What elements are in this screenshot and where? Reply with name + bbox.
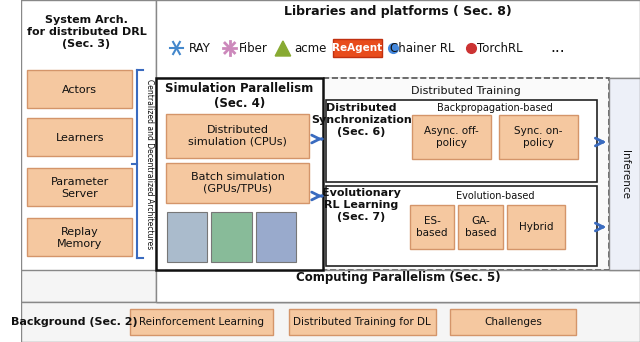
Text: Sync. on-
policy: Sync. on- policy (514, 126, 563, 148)
Text: Evolutionary
RL Learning
(Sec. 7): Evolutionary RL Learning (Sec. 7) (322, 188, 401, 222)
Text: Actors: Actors (62, 85, 97, 95)
Bar (326, 186, 597, 266)
Text: Simulation Parallelism
(Sec. 4): Simulation Parallelism (Sec. 4) (165, 82, 314, 110)
Text: Inference: Inference (620, 149, 630, 198)
Bar (20, 0, 640, 302)
Bar (458, 205, 502, 249)
Text: TorchRL: TorchRL (477, 41, 522, 54)
Text: Async. off-
policy: Async. off- policy (424, 126, 479, 148)
Bar (28, 118, 132, 156)
Bar (508, 205, 566, 249)
Text: Chainer RL: Chainer RL (390, 41, 454, 54)
Text: System Arch.
for distributed DRL
(Sec. 3): System Arch. for distributed DRL (Sec. 3… (27, 15, 147, 49)
Bar (289, 309, 436, 335)
Text: Background (Sec. 2): Background (Sec. 2) (11, 317, 137, 327)
Text: Reinforcement Learning: Reinforcement Learning (139, 317, 264, 327)
Bar (451, 309, 576, 335)
Bar (333, 39, 381, 57)
Text: ...: ... (550, 40, 565, 55)
Bar (609, 78, 640, 270)
Text: Centralized and Decentralized Architectures: Centralized and Decentralized Architectu… (145, 79, 154, 249)
Bar (156, 78, 323, 270)
Bar (167, 212, 207, 262)
Text: Distributed Training for DL: Distributed Training for DL (293, 317, 431, 327)
Bar (166, 114, 309, 158)
Text: Backpropagation-based: Backpropagation-based (437, 103, 553, 113)
Bar (156, 270, 640, 302)
Text: Evolution-based: Evolution-based (456, 191, 534, 201)
Text: Challenges: Challenges (484, 317, 542, 327)
Bar (20, 0, 156, 270)
Text: Distributed
Synchronization
(Sec. 6): Distributed Synchronization (Sec. 6) (311, 103, 412, 136)
Text: Learners: Learners (56, 133, 104, 143)
Text: Distributed Training: Distributed Training (411, 86, 521, 96)
Text: Computing Parallelism (Sec. 5): Computing Parallelism (Sec. 5) (296, 272, 500, 285)
Text: acme: acme (294, 41, 326, 54)
Text: Batch simulation
(GPUs/TPUs): Batch simulation (GPUs/TPUs) (191, 172, 284, 194)
Bar (156, 270, 640, 302)
Bar (410, 205, 454, 249)
Bar (256, 212, 296, 262)
Text: ReAgent: ReAgent (332, 43, 383, 53)
Text: RAY: RAY (189, 41, 211, 54)
Bar (412, 115, 491, 159)
Text: Libraries and platforms ( Sec. 8): Libraries and platforms ( Sec. 8) (284, 5, 512, 18)
Bar (28, 168, 132, 206)
Text: Fiber: Fiber (239, 41, 268, 54)
Text: ES-
based: ES- based (416, 216, 448, 238)
Bar (326, 100, 597, 182)
Bar (499, 115, 578, 159)
Bar (130, 309, 273, 335)
Bar (211, 212, 252, 262)
Text: Distributed
simulation (CPUs): Distributed simulation (CPUs) (188, 125, 287, 147)
Text: Parameter
Server: Parameter Server (51, 177, 109, 199)
Bar (20, 302, 640, 342)
Bar (323, 78, 609, 270)
Bar (156, 0, 640, 78)
Bar (166, 163, 309, 203)
Text: Hybrid: Hybrid (519, 222, 554, 232)
Polygon shape (275, 41, 291, 56)
Bar (28, 70, 132, 108)
Bar (28, 218, 132, 256)
Text: GA-
based: GA- based (465, 216, 496, 238)
Text: Replay
Memory: Replay Memory (57, 227, 102, 249)
